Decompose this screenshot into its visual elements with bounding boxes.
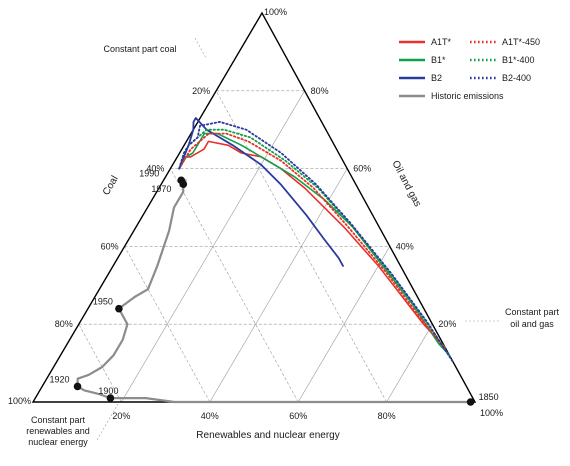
series-b1- (178, 132, 451, 357)
series-b2-400 (178, 121, 455, 365)
series-b2 (178, 117, 344, 267)
year-markers: 1850 1900 1920 1950 1970 1990 (50, 168, 499, 406)
axis-title-coal: Coal (101, 174, 121, 197)
corner-label-bottom-left: 100% (8, 396, 31, 406)
annotation-leader-coal (194, 37, 207, 59)
year-marker-1990 (177, 176, 186, 185)
right-tick-40: 40% (396, 241, 414, 251)
gridlines (78, 90, 433, 403)
annotation-constant-renewables-2: nuclear energy (28, 437, 88, 447)
legend-label-b1-400: B1*-400 (502, 55, 535, 65)
axis-labels: 20% 40% 60% 80% 20% 40% 60% 80% 20% 40% 60% 80% 100%… (8, 7, 560, 447)
year-marker-1920 (73, 382, 82, 391)
bottom-tick-40: 40% (201, 411, 219, 421)
year-label-1900: 1900 (98, 386, 118, 396)
year-label-1990: 1990 (139, 168, 159, 178)
axis-title-renewables: Renewables and nuclear energy (196, 430, 339, 441)
gridline-coal-40 (170, 168, 299, 403)
annotation-leader-renewables (96, 403, 119, 441)
annotation-constant-oil-gas-0: Constant part (505, 307, 560, 317)
annotation-constant-coal: Constant part coal (103, 44, 176, 54)
bottom-tick-20: 20% (112, 411, 130, 421)
year-label-1950: 1950 (93, 297, 113, 307)
year-marker-1950 (115, 304, 123, 313)
axis-title-oil-gas: Oil and gas (389, 159, 422, 209)
left-tick-60: 60% (101, 241, 119, 251)
gridline-renewables-60 (297, 246, 391, 403)
left-tick-40: 40% (146, 164, 164, 174)
year-marker-1850 (466, 398, 475, 406)
gridline-renewables-80 (386, 324, 433, 403)
legend-label-historic-emissions: Historic emissions (431, 91, 504, 101)
series-historic-emissions (76, 179, 472, 404)
gridline-coal-60 (124, 246, 211, 403)
triangle-frame (31, 11, 477, 403)
legend-label-a1t-450: A1T*-450 (502, 37, 540, 47)
series-a1t-450 (178, 132, 451, 357)
right-tick-60: 60% (353, 164, 371, 174)
legend-label-b1-: B1* (431, 55, 446, 65)
left-tick-80: 80% (55, 319, 73, 329)
bottom-tick-60: 60% (289, 411, 307, 421)
legend-label-a1t-: A1T* (431, 37, 452, 47)
corner-label-top: 100% (264, 7, 287, 17)
left-tick-20: 20% (192, 86, 210, 96)
legend-label-b2-400: B2-400 (502, 73, 531, 83)
right-tick-80: 80% (311, 86, 329, 96)
year-label-1850: 1850 (479, 392, 499, 402)
annotation-constant-oil-gas-1: oil and gas (510, 319, 554, 329)
legend: A1T* A1T*-450 B1* B1*-400 B2 B2-400 Historic e… (399, 37, 540, 101)
year-label-1970: 1970 (151, 184, 171, 194)
triangle-outline (31, 11, 477, 403)
year-marker-1900 (106, 394, 115, 402)
right-tick-20: 20% (438, 319, 456, 329)
annotation-constant-renewables-0: Constant part (31, 415, 86, 425)
corner-label-bottom-right: 100% (480, 408, 503, 418)
legend-label-b2: B2 (431, 73, 442, 83)
bottom-tick-80: 80% (378, 411, 396, 421)
annotation-constant-renewables-1: renewables and (26, 426, 90, 436)
year-label-1920: 1920 (50, 374, 70, 384)
